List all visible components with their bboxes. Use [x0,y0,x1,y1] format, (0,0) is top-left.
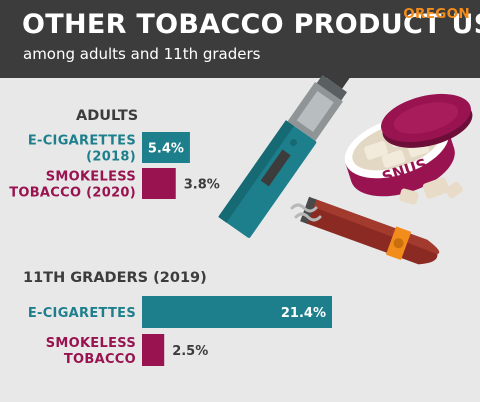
bar [142,334,165,366]
data-label: 2.5% [172,344,208,359]
smoke-wisp-icon [290,203,322,222]
data-label: 3.8% [184,178,220,193]
bar [142,168,176,199]
category-label: TOBACCO [64,352,136,367]
category-label: SMOKELESS [46,336,136,351]
category-label: E-CIGARETTES [28,134,136,149]
category-label: SMOKELESS [46,170,136,185]
page-title: OTHER TOBACCO PRODUCT USE [22,9,480,40]
group-title: 11TH GRADERS (2019) [23,270,207,286]
category-label: (2018) [86,150,136,165]
data-label: 21.4% [281,306,326,321]
category-label: E-CIGARETTES [28,306,136,321]
page-subtitle: among adults and 11th graders [23,45,261,63]
bar [142,296,332,328]
data-label: 5.4% [148,142,184,157]
category-label: TOBACCO (2020) [9,186,136,201]
brand-label: OREGON [403,6,470,22]
snus-tin-icon: SNUS [344,93,473,205]
e-cigarette-icon [218,65,352,238]
group-title: ADULTS [76,108,138,124]
header-bar: OTHER TOBACCO PRODUCT USE among adults a… [0,0,480,78]
bar [142,132,190,163]
